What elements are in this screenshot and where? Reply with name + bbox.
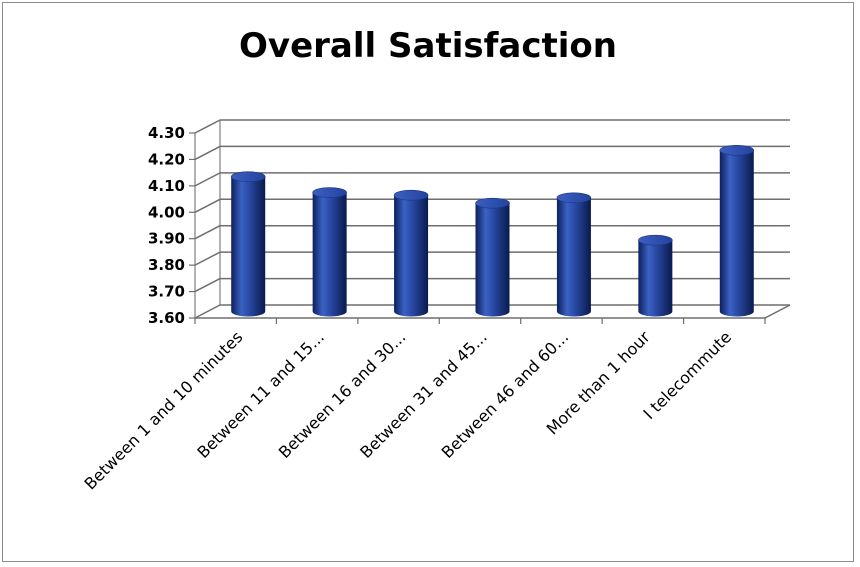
gridline-diag [194, 225, 221, 240]
bar-top [719, 144, 755, 156]
gridline-diag [194, 119, 221, 134]
floor-right-edge [764, 304, 791, 319]
bar [475, 197, 510, 317]
gridline-diag [194, 172, 221, 187]
bar [312, 187, 347, 317]
bar-body [638, 240, 673, 317]
bar-body [475, 203, 510, 317]
gridline-diag [194, 198, 221, 213]
bar-body [394, 195, 429, 317]
y-tick-label: 4.30 [148, 124, 185, 142]
bars [230, 144, 755, 317]
bar [393, 189, 429, 317]
gridline-diag [194, 251, 221, 266]
bar [719, 144, 755, 317]
bar-top [638, 234, 673, 246]
y-tick-label: 3.80 [148, 256, 185, 274]
y-axis: 3.60 3.70 3.80 3.90 4.00 4.10 4.20 4.30 [148, 124, 195, 327]
bar-top [230, 171, 266, 183]
bar-body [231, 176, 266, 317]
bar-body [719, 150, 754, 317]
y-tick-label: 3.70 [148, 283, 185, 301]
y-tick-label: 3.60 [148, 309, 185, 327]
gridline-diag [194, 145, 221, 161]
category-label: Between 1 and 10 minutes [81, 327, 247, 493]
y-tick-label: 4.20 [148, 150, 185, 168]
bar-top [475, 197, 510, 209]
bar [638, 234, 673, 317]
bar-top [556, 192, 592, 204]
bar-top [393, 189, 429, 201]
y-tick-label: 4.10 [148, 177, 185, 195]
y-tick-label: 4.00 [148, 203, 185, 221]
chart-title: Overall Satisfaction [239, 26, 617, 66]
bar-body [312, 192, 347, 317]
bar [556, 192, 592, 317]
bar-top [312, 187, 347, 198]
bar [230, 171, 266, 317]
bar-body [556, 197, 591, 317]
gridline-diag [194, 277, 221, 293]
gridline-diag [194, 304, 221, 319]
category-label: I telecommute [639, 327, 735, 423]
y-tick-label: 3.90 [148, 230, 185, 248]
